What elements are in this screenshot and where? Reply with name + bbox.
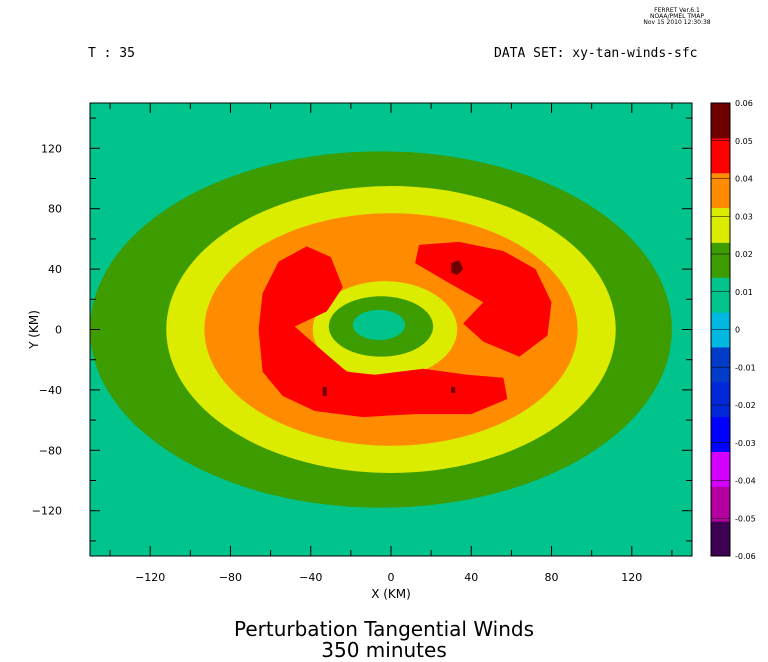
chart-subtitle: 350 minutes	[321, 638, 447, 662]
colorbar-label: 0.06	[735, 99, 753, 108]
contour-maximum-3	[322, 386, 327, 396]
x-tick-label: −40	[299, 571, 322, 584]
colorbar-swatch	[711, 172, 730, 209]
y-tick-label: 120	[41, 142, 62, 155]
contour-maximum-0	[258, 246, 508, 418]
colorbar-label: -0.03	[735, 439, 756, 448]
colorbar-label: 0.01	[735, 288, 753, 297]
y-tick-label: 0	[55, 324, 62, 337]
colorbar-swatch	[711, 521, 730, 557]
colorbar-label: -0.01	[735, 363, 756, 372]
y-tick-label: −80	[39, 444, 62, 457]
colorbar-swatch	[711, 137, 730, 174]
colorbar-swatch	[711, 242, 730, 278]
y-tick-label: 80	[48, 203, 62, 216]
y-axis-label: Y (KM)	[27, 310, 41, 350]
colorbar-swatch	[711, 346, 730, 383]
x-tick-label: 40	[464, 571, 478, 584]
y-tick-label: 40	[48, 263, 62, 276]
dataset-label: DATA SET: xy-tan-winds-sfc	[494, 46, 698, 61]
contour-maximum-1	[415, 241, 552, 357]
x-tick-label: 120	[621, 571, 642, 584]
stamp-version: FERRET Ver.6.1	[654, 7, 700, 14]
colorbar-swatch	[711, 451, 730, 487]
contour-region-5	[352, 309, 406, 341]
x-tick-label: 0	[388, 571, 395, 584]
x-tick-label: −80	[219, 571, 242, 584]
colorbar-label: 0.03	[735, 212, 753, 221]
colorbar-label: 0.05	[735, 137, 753, 146]
colorbar-label: 0.02	[735, 250, 753, 259]
x-tick-label: −120	[135, 571, 165, 584]
colorbar-label: -0.02	[735, 401, 756, 410]
colorbar-swatch	[711, 207, 730, 243]
contour-fill-group	[90, 151, 672, 508]
colorbar-swatch	[711, 486, 730, 522]
contour-maximum-2	[451, 260, 464, 276]
colorbar-label: -0.05	[735, 514, 756, 523]
colorbar-label: -0.04	[735, 477, 756, 486]
x-tick-label: 80	[545, 571, 559, 584]
y-tick-label: −120	[32, 505, 62, 518]
colorbar-swatch	[711, 416, 730, 452]
colorbar-label: 0.04	[735, 175, 753, 184]
colorbar-swatch	[711, 103, 730, 139]
contour-maximum-4	[451, 386, 456, 393]
x-axis-label: X (KM)	[371, 587, 411, 601]
ferret-stamp: FERRET Ver.6.1 NOAA/PMEL TMAP Nov 15 201…	[632, 8, 722, 26]
colorbar-swatch	[711, 277, 730, 313]
stamp-date: Nov 15 2010 12:30:38	[643, 19, 711, 26]
chart-title: Perturbation Tangential Winds	[234, 617, 534, 641]
colorbar-label: -0.06	[735, 552, 756, 561]
time-label: T : 35	[88, 46, 135, 61]
y-tick-label: −40	[39, 384, 62, 397]
colorbar-swatch	[711, 381, 730, 418]
colorbar-label: 0	[735, 326, 740, 335]
stamp-org: NOAA/PMEL TMAP	[650, 13, 704, 20]
